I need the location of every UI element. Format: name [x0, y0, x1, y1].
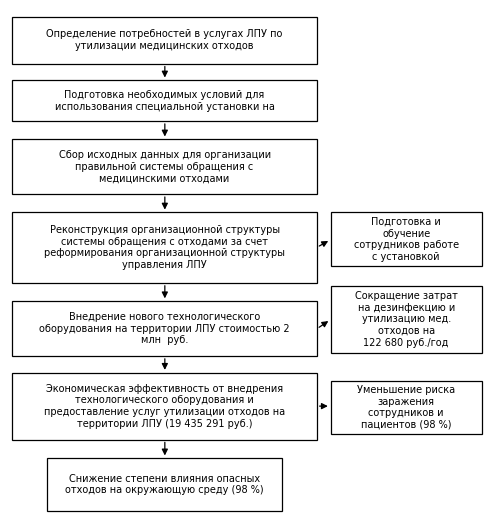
- Bar: [12, 301, 317, 356]
- Text: Внедрение нового технологического
оборудования на территории ЛПУ стоимостью 2
мл: Внедрение нового технологического оборуд…: [39, 312, 290, 345]
- Text: Сбор исходных данных для организации
правильной системы обращения с
медицинскими: Сбор исходных данных для организации пра…: [58, 150, 271, 183]
- Bar: [12, 373, 317, 440]
- Text: Подготовка и
обучение
сотрудников работе
с установкой: Подготовка и обучение сотрудников работе…: [353, 217, 459, 262]
- Bar: [47, 458, 282, 511]
- Bar: [12, 212, 317, 283]
- Text: Экономическая эффективность от внедрения
технологического оборудования и
предост: Экономическая эффективность от внедрения…: [44, 384, 285, 429]
- Bar: [12, 139, 317, 194]
- Text: Уменьшение риска
заражения
сотрудников и
пациентов (98 %): Уменьшение риска заражения сотрудников и…: [357, 385, 455, 430]
- Text: Подготовка необходимых условий для
использования специальной установки на: Подготовка необходимых условий для испол…: [54, 90, 275, 112]
- Bar: [12, 80, 317, 121]
- Bar: [331, 286, 482, 353]
- Bar: [331, 381, 482, 434]
- Bar: [12, 17, 317, 64]
- Text: Сокращение затрат
на дезинфекцию и
утилизацию мед.
отходов на
122 680 руб./год: Сокращение затрат на дезинфекцию и утили…: [355, 291, 457, 348]
- Text: Снижение степени влияния опасных
отходов на окружающую среду (98 %): Снижение степени влияния опасных отходов…: [65, 473, 264, 495]
- Text: Реконструкция организационной структуры
системы обращения с отходами за счет
реф: Реконструкция организационной структуры …: [44, 226, 285, 270]
- Text: Определение потребностей в услугах ЛПУ по
утилизации медицинских отходов: Определение потребностей в услугах ЛПУ п…: [47, 29, 283, 51]
- Bar: [331, 212, 482, 266]
